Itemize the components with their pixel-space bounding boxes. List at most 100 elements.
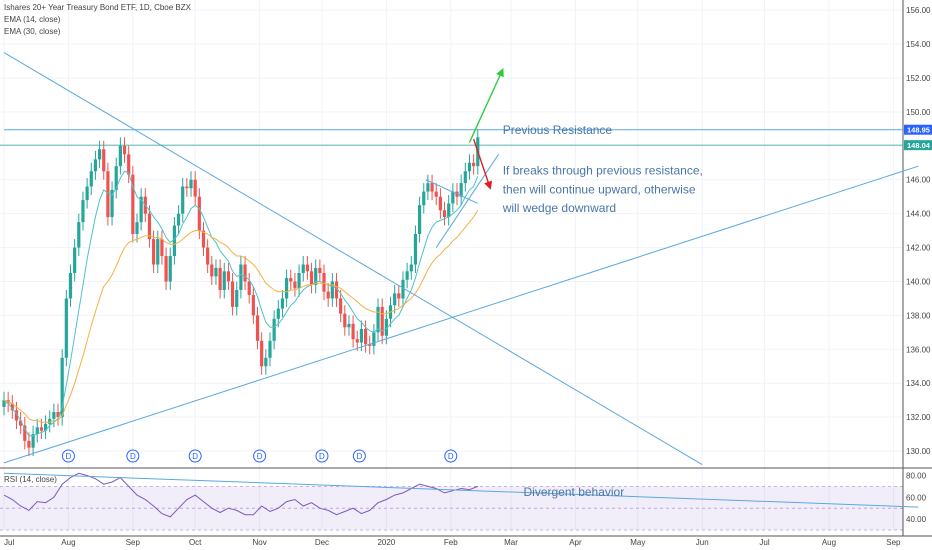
candle-body (318, 267, 322, 273)
candle-body (52, 412, 56, 419)
candle-body (314, 267, 318, 285)
candle-body (363, 328, 368, 345)
candle-body (172, 225, 176, 257)
candle-body (413, 234, 418, 265)
price-tick-label: 152.00 (906, 74, 931, 83)
time-tick-label: Oct (189, 538, 202, 547)
candle-body (264, 357, 268, 367)
candle-body (355, 339, 359, 343)
candle-body (235, 289, 239, 307)
candle-body (122, 145, 127, 155)
time-tick-label: Jul (759, 538, 769, 547)
candle-body (60, 357, 64, 418)
candle-body (247, 281, 251, 296)
candle-body (43, 423, 48, 431)
price-tick-label: 146.00 (906, 176, 931, 185)
time-tick-label: Mar (504, 538, 518, 547)
time-tick-label: Sep (126, 538, 141, 547)
candle-body (276, 308, 280, 319)
candle-body (442, 210, 447, 218)
candle-body (251, 295, 255, 316)
candle-body (322, 273, 326, 292)
candle-body (301, 264, 305, 273)
price-tick-label: 138.00 (906, 311, 931, 320)
dividend-marker-label: D (356, 452, 362, 461)
candle-body (197, 196, 201, 231)
candle-body (463, 171, 467, 184)
candle-body (305, 264, 309, 272)
time-tick-label: Jun (696, 538, 709, 547)
candle-body (168, 256, 172, 282)
dividend-marker-label: D (66, 452, 72, 461)
candle-body (309, 271, 314, 285)
price-tick-label: 132.00 (906, 413, 931, 422)
descending-trendline (3, 52, 703, 466)
candle-body (409, 264, 413, 272)
candle-body (81, 200, 85, 223)
candle-body (189, 179, 193, 189)
price-badge-label: 148.95 (907, 126, 930, 135)
candle-body (39, 427, 44, 431)
candle-body (2, 400, 6, 407)
candle-body (181, 186, 185, 214)
candle-body (85, 186, 89, 201)
candle-body (201, 230, 206, 248)
candle-body (230, 281, 235, 307)
candle-body (48, 418, 52, 424)
dividend-marker (315, 449, 329, 463)
price-tick-label: 150.00 (906, 108, 931, 117)
candle-body (405, 271, 409, 280)
candle-body (56, 412, 60, 418)
candle-body (152, 239, 156, 265)
chart-title: Ishares 20+ Year Treasury Bond ETF, 1D, … (4, 3, 191, 12)
candle-body (243, 264, 247, 282)
candle-body (272, 318, 276, 341)
time-tick-label: Nov (252, 538, 266, 547)
candle-body (77, 222, 81, 248)
dividend-marker (352, 449, 366, 463)
candle-body (139, 196, 143, 223)
time-tick-label: Dec (315, 538, 329, 547)
candle-body (334, 281, 339, 299)
candle-body (372, 332, 376, 346)
rsi-tick-label: 40.00 (906, 515, 927, 524)
candle-body (114, 166, 118, 190)
price-tick-label: 154.00 (906, 40, 931, 49)
candle-body (447, 203, 451, 218)
candle-body (23, 425, 27, 441)
candle-body (35, 427, 39, 435)
candle-body (430, 183, 434, 192)
candle-body (185, 186, 189, 189)
price-tick-label: 130.00 (906, 447, 931, 456)
candle-body (147, 213, 152, 240)
candle-body (339, 298, 343, 314)
candle-body (31, 434, 35, 448)
rsi-legend: RSI (14, close) (4, 475, 57, 484)
candle-body (160, 239, 164, 257)
candle-body (472, 162, 476, 167)
ema14-legend: EMA (14, close) (4, 15, 61, 24)
candle-body (467, 162, 472, 172)
dividend-marker (188, 449, 202, 463)
candle-body (268, 340, 272, 358)
rsi-line (3, 472, 478, 518)
candle-body (110, 189, 114, 218)
candle-body (97, 149, 102, 160)
price-tick-label: 144.00 (906, 210, 931, 219)
candle-body (64, 298, 68, 358)
time-tick-label: Aug (61, 538, 75, 547)
breakout-note-line-3: will wedge downward (502, 201, 616, 215)
candle-body (285, 278, 289, 299)
candle-body (438, 196, 442, 211)
candle-body (93, 159, 98, 172)
rsi-tick-label: 80.00 (906, 471, 927, 480)
divergence-trendline (3, 472, 919, 508)
candle-body (293, 281, 297, 289)
price-tick-label: 140.00 (906, 277, 931, 286)
candle-body (280, 298, 285, 309)
breakout-note-line-2: then will continue upward, otherwise (503, 182, 696, 196)
candle-body (422, 191, 426, 206)
price-tick-label: 142.00 (906, 244, 931, 253)
